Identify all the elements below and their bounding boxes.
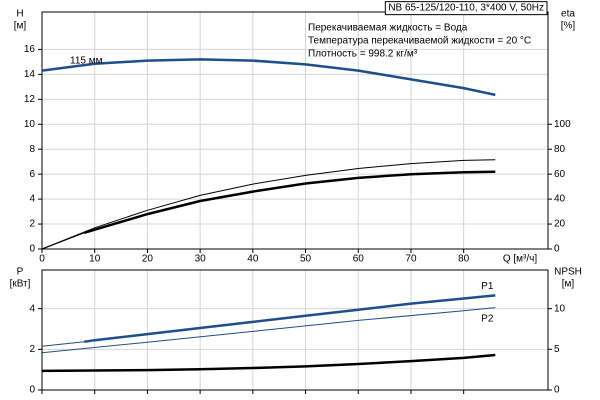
y-tick-label: 2	[29, 219, 35, 230]
y-tick-label: 6	[29, 169, 35, 180]
x-tick-label: 80	[458, 254, 470, 265]
y-tick-label: 16	[24, 44, 36, 55]
x-tick-label: 40	[247, 254, 259, 265]
y-axis-unit: [кВт]	[10, 279, 31, 290]
curve	[41, 58, 496, 97]
y2-axis-unit: [м]	[562, 279, 575, 290]
y-axis-label: P	[17, 267, 24, 278]
x-tick-label: 70	[405, 254, 417, 265]
curve	[41, 353, 496, 373]
curve	[83, 170, 496, 234]
y-tick-label: 4	[29, 303, 35, 314]
curve-label: P2	[481, 313, 494, 324]
y2-axis-label: eta	[561, 9, 575, 20]
y-tick-label: 0	[29, 385, 35, 396]
curve	[41, 307, 496, 354]
curve	[41, 159, 496, 250]
note: Плотность = 998.2 кг/м³	[308, 49, 418, 60]
x-tick-label: 60	[353, 254, 365, 265]
y-axis-label: H	[16, 9, 23, 20]
y2-tick-label: 0	[554, 385, 560, 396]
y2-tick-label: 20	[554, 219, 566, 230]
curve	[41, 341, 85, 347]
note: Температура перекачиваемой жидкости = 20…	[308, 36, 531, 47]
curve	[41, 232, 85, 250]
curve-label: 115 мм	[70, 55, 103, 66]
y2-tick-label: 10	[554, 303, 566, 314]
x-tick-label: 20	[142, 254, 154, 265]
model-box	[384, 1, 548, 16]
y-tick-label: 8	[29, 144, 35, 155]
curve	[84, 294, 496, 344]
x-tick-label: 0	[39, 254, 45, 265]
model-label: NB 65-125/120-110, 3*400 V, 50Hz	[388, 3, 544, 14]
x-tick-label: 50	[300, 254, 312, 265]
y-tick-label: 14	[24, 69, 36, 80]
y2-tick-label: 40	[554, 194, 566, 205]
y2-axis-label: NPSH	[554, 267, 582, 278]
y2-tick-label: 80	[554, 144, 566, 155]
y-tick-label: 0	[29, 244, 35, 255]
y-axis-unit: [м]	[14, 21, 27, 32]
y2-tick-label: 100	[554, 119, 571, 130]
x-axis-label: Q [м³/ч]	[503, 254, 538, 265]
y-tick-label: 10	[24, 119, 36, 130]
y2-tick-label: 5	[554, 344, 560, 355]
x-tick-label: 30	[195, 254, 207, 265]
curve-label: P1	[481, 281, 494, 292]
y-tick-label: 12	[24, 94, 36, 105]
y-tick-label: 2	[29, 344, 35, 355]
y-tick-label: 4	[29, 194, 35, 205]
plot-frame	[41, 11, 549, 250]
y2-tick-label: 0	[554, 244, 560, 255]
plot-frame	[41, 269, 549, 391]
x-tick-label: 10	[89, 254, 101, 265]
note: Перекачиваемая жидкость = Вода	[308, 23, 468, 34]
y2-tick-label: 60	[554, 169, 566, 180]
y2-axis-unit: [%]	[561, 21, 576, 32]
